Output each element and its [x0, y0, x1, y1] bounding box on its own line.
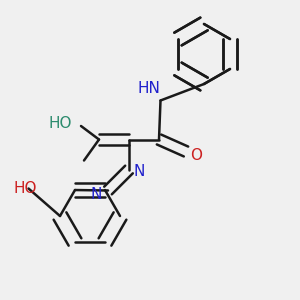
- Text: O: O: [190, 148, 202, 164]
- Text: HO: HO: [14, 181, 38, 196]
- Text: HN: HN: [137, 81, 160, 96]
- Text: HO: HO: [49, 116, 72, 130]
- Text: N: N: [91, 187, 102, 202]
- Text: N: N: [134, 164, 145, 178]
